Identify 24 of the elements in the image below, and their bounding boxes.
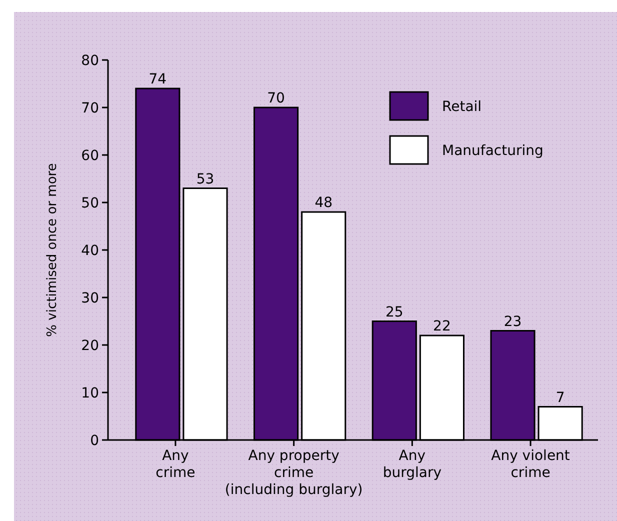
y-tick-label: 50 [81,195,99,212]
y-tick-label: 60 [81,148,99,164]
data-label: 25 [385,304,404,320]
data-label: 70 [267,90,285,106]
y-tick-label: 70 [81,100,99,116]
legend-label: Retail [442,98,482,115]
y-tick-label: 0 [90,432,99,449]
y-axis-title: % victimised once or more [45,163,60,337]
x-tick-label: Any violent crime [491,448,570,481]
data-label: 48 [314,195,333,211]
x-tick-label: Any property crime (including burglary) [224,448,363,498]
legend-label: Manufacturing [442,142,544,159]
x-tick-label: Any crime [156,448,196,481]
data-label: 23 [504,314,522,330]
data-label: 7 [556,390,565,406]
y-tick-label: 80 [81,52,99,69]
data-label: 74 [148,72,167,88]
y-tick-label: 40 [81,242,99,259]
data-label: 22 [433,318,451,334]
y-tick-label: 30 [81,290,99,306]
y-tick-label: 10 [81,385,99,402]
y-tick-label: 20 [81,338,99,354]
data-label: 53 [196,171,214,188]
x-tick-label: Any burglary [382,448,442,481]
